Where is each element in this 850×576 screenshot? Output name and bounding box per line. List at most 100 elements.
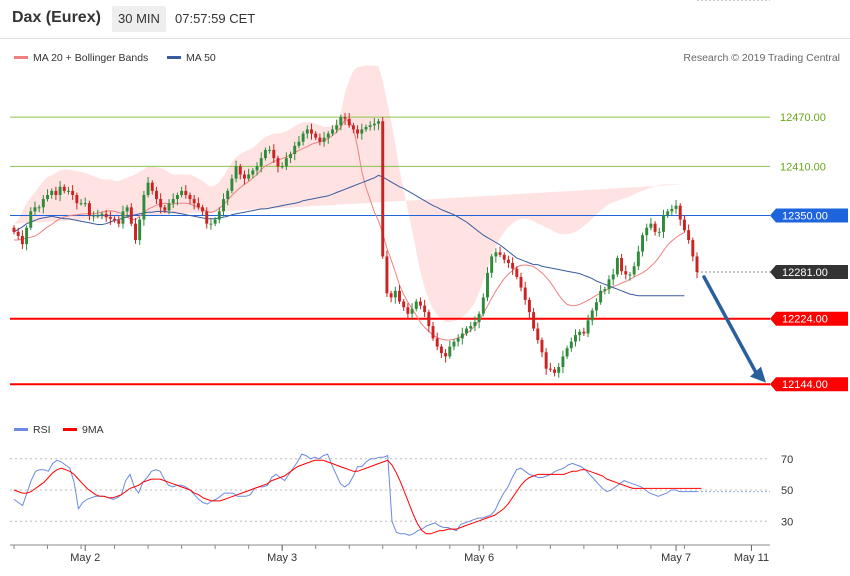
candle-body <box>695 256 699 272</box>
candle-body <box>62 186 66 191</box>
level-tag <box>770 208 848 223</box>
rsi-legend: RSI 9MA <box>14 424 104 436</box>
candle-body <box>54 190 58 195</box>
candle <box>67 186 70 195</box>
candle-body <box>678 205 682 220</box>
candle-body <box>641 235 644 252</box>
candle <box>687 224 691 244</box>
candle <box>259 152 263 173</box>
ma50-line <box>13 174 685 297</box>
candle-body <box>490 256 494 273</box>
rsi-tick-label: 30 <box>781 516 793 528</box>
candle-body <box>121 211 125 224</box>
candle-body <box>624 271 628 275</box>
candle <box>129 203 133 227</box>
candle-body <box>385 256 389 294</box>
candle-body <box>674 205 678 209</box>
candle-body <box>372 123 376 126</box>
candle <box>117 216 121 228</box>
candle <box>414 299 418 312</box>
candle <box>381 117 385 259</box>
candle-body <box>154 190 158 200</box>
candle-body <box>527 299 531 313</box>
candle-body <box>511 262 515 269</box>
candle-body <box>184 190 188 195</box>
candle <box>473 316 477 331</box>
candle <box>100 211 104 220</box>
candle-body <box>125 207 129 212</box>
candle <box>351 122 355 134</box>
candle <box>569 337 573 352</box>
candle-body <box>25 227 29 245</box>
candle-body <box>448 346 452 357</box>
candle-body <box>427 312 431 327</box>
candle <box>192 194 196 210</box>
candle <box>335 119 339 134</box>
candle <box>628 272 632 281</box>
candle-body <box>272 149 276 159</box>
candle-body <box>402 301 406 308</box>
candle <box>490 253 494 278</box>
rsi-line <box>13 453 697 536</box>
forecast-arrow <box>702 275 766 383</box>
candle-body <box>515 268 519 277</box>
candle <box>418 297 422 310</box>
candle <box>511 257 515 275</box>
candle <box>548 362 552 372</box>
time-axis: May 2 May 3 May 6 May 7 May 11 <box>10 544 770 564</box>
candle-body <box>79 203 83 205</box>
candle <box>624 265 628 280</box>
arrow-head <box>750 366 766 383</box>
candle-body <box>100 213 104 216</box>
candle-body <box>347 118 351 126</box>
candle-body <box>356 129 360 134</box>
time-axis-label: May 6 <box>464 552 494 564</box>
candle-body <box>16 231 20 236</box>
candle <box>25 225 29 251</box>
candle-body <box>519 276 523 288</box>
candle-body <box>628 274 632 276</box>
candle <box>670 204 674 216</box>
candle-body <box>615 258 619 275</box>
candle-body <box>486 272 489 298</box>
candle-body <box>632 266 636 275</box>
candle-body <box>657 231 661 233</box>
candle-body <box>326 133 330 138</box>
candle-body <box>548 368 552 370</box>
candle <box>209 217 213 230</box>
candle <box>29 207 33 231</box>
candle-body <box>452 341 456 347</box>
candle-body <box>565 348 569 357</box>
candle-body <box>117 220 121 224</box>
candle <box>557 362 561 378</box>
candle <box>641 232 644 257</box>
candle-body <box>188 194 192 200</box>
candle <box>71 185 75 200</box>
candle <box>96 209 100 218</box>
candle-body <box>662 215 665 232</box>
candle <box>431 321 435 341</box>
candle-body <box>46 194 49 200</box>
candle-body <box>444 353 448 357</box>
candle-body <box>146 182 150 195</box>
candle <box>167 199 171 215</box>
candle <box>276 155 280 173</box>
candle <box>527 297 531 319</box>
candle <box>87 200 91 221</box>
timeframe-selector[interactable]: 30 MIN <box>112 6 166 32</box>
candle-body <box>20 235 24 245</box>
candle-body <box>167 203 171 211</box>
candle <box>314 131 318 141</box>
candle <box>540 337 544 358</box>
ma50-legend-swatch <box>167 56 181 59</box>
candle-body <box>649 223 653 228</box>
candle <box>125 204 129 218</box>
candle <box>544 348 548 375</box>
candle <box>284 152 288 170</box>
candle-body <box>335 125 339 130</box>
candle-body <box>310 129 313 134</box>
level-label: 12350.00 <box>782 210 828 222</box>
candle <box>217 207 221 224</box>
candle <box>75 192 79 210</box>
